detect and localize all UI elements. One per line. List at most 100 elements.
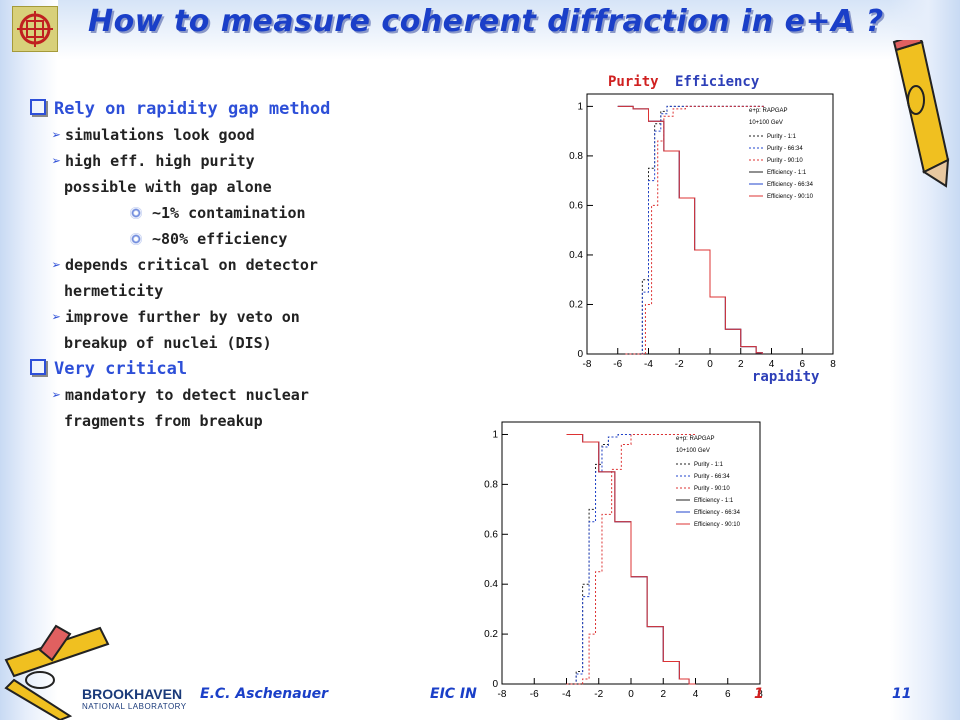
- legend-entry: Purity - 90:10: [767, 158, 803, 164]
- x-tick-label: 6: [799, 359, 805, 370]
- x-tick-label: -8: [498, 689, 507, 700]
- y-tick-label: 0: [492, 679, 498, 690]
- legend-title: 10+100 GeV: [676, 448, 710, 454]
- y-tick-label: 0.8: [569, 151, 583, 162]
- x-tick-label: -4: [644, 359, 653, 370]
- bullet-text: high eff. high purity: [65, 152, 255, 170]
- pencils-icon: [4, 624, 110, 720]
- arrow-bullet-icon: ➢: [52, 152, 62, 170]
- bullet-item: ~80% efficiency: [30, 226, 430, 252]
- bullet-continuation: possible with gap alone: [64, 178, 272, 196]
- logo-icon: [12, 6, 58, 52]
- x-tick-label: 8: [757, 689, 763, 700]
- slide-title: How to measure coherent diffraction in e…: [88, 4, 884, 39]
- x-tick-label: -6: [530, 689, 539, 700]
- legend-entry: Purity - 1:1: [767, 134, 797, 140]
- series-line: [566, 433, 696, 685]
- bullet-continuation: breakup of nuclei (DIS): [64, 334, 272, 352]
- x-tick-label: 6: [725, 689, 731, 700]
- bullet-text: mandatory to detect nuclear: [65, 386, 309, 404]
- chart-bottom: -8 -6 -4 -2 0 2 4 6 8 0 0.2 0.4 0.6 0.8 1 e+p: RAPGAP 10…: [484, 421, 763, 700]
- bullet-text: ~80% efficiency: [152, 230, 288, 248]
- bullet-item: ➢ improve further by veto on: [30, 304, 430, 330]
- x-tick-label: 0: [707, 359, 713, 370]
- slide-header-background: [0, 0, 960, 60]
- series-line: [617, 105, 763, 354]
- arrow-bullet-icon: ➢: [52, 386, 62, 404]
- bullet-item: Very critical: [30, 356, 430, 382]
- footer-fragment: 1: [754, 686, 764, 702]
- legend-entry: Efficiency - 1:1: [767, 170, 807, 176]
- legend-entry: Efficiency - 90:10: [767, 194, 814, 200]
- x-tick-label: -6: [613, 359, 622, 370]
- legend-title: 10+100 GeV: [749, 120, 783, 126]
- bullet-item: ➢ mandatory to detect nuclear: [30, 382, 430, 408]
- y-tick-label: 0.2: [569, 299, 583, 310]
- y-tick-label: 1: [492, 429, 498, 440]
- y-tick-label: 0.8: [484, 479, 498, 490]
- legend-entry: Purity - 66:34: [767, 146, 803, 152]
- checkbox-bullet-icon: [30, 359, 46, 375]
- legend-entry: Efficiency - 90:10: [694, 522, 741, 528]
- bullet-text: simulations look good: [65, 126, 255, 144]
- arrow-bullet-icon: ➢: [52, 126, 62, 144]
- x-tick-label: -8: [583, 359, 592, 370]
- bullet-item: Rely on rapidity gap method: [30, 96, 430, 122]
- legend-entry: Efficiency - 66:34: [767, 182, 814, 188]
- footer-conference: EIC IN: [430, 686, 477, 702]
- y-tick-label: 0.2: [484, 629, 498, 640]
- bullet-text: ~1% contamination: [152, 204, 306, 222]
- x-tick-label: -2: [675, 359, 684, 370]
- bullet-text: depends critical on detector: [65, 256, 318, 274]
- bullet-text: Very critical: [54, 359, 188, 379]
- chart-top: -8 -6 -4 -2 0 2 4 6 8 0 0.2 0.4 0.6 0.8 1 e+p: RAPGAP 10…: [569, 93, 836, 370]
- legend-entry: Purity - 1:1: [694, 462, 724, 468]
- lab-logo-text: BROOKHAVEN: [82, 686, 183, 702]
- x-tick-label: -4: [562, 689, 571, 700]
- arrow-bullet-icon: ➢: [52, 256, 62, 274]
- y-tick-label: 0: [577, 349, 583, 360]
- legend-title: e+p: RAPGAP: [749, 108, 788, 114]
- plot-frame: [586, 93, 834, 355]
- x-tick-label: 0: [628, 689, 634, 700]
- swirl-bullet-icon: [130, 207, 142, 219]
- x-tick-label: 2: [660, 689, 666, 700]
- x-tick-label: 4: [769, 359, 775, 370]
- series-line: [566, 433, 696, 685]
- bullet-item: ➢ depends critical on detector: [30, 252, 430, 278]
- x-tick-label: -2: [594, 689, 603, 700]
- swirl-bullet-icon: [130, 233, 142, 245]
- bullet-item: ~1% contamination: [30, 200, 430, 226]
- bullet-item: ➢ simulations look good: [30, 122, 430, 148]
- purity-label: Purity: [608, 74, 659, 90]
- arrow-bullet-icon: ➢: [52, 308, 62, 326]
- page-number: 11: [892, 686, 912, 702]
- bullet-continuation: fragments from breakup: [64, 412, 263, 430]
- checkbox-bullet-icon: [30, 99, 46, 115]
- bullet-list: Rely on rapidity gap method ➢ simulations…: [30, 96, 430, 434]
- legend-entry: Purity - 66:34: [694, 474, 730, 480]
- y-tick-label: 1: [577, 101, 583, 112]
- rapidity-label: rapidity: [752, 369, 820, 385]
- efficiency-label: Efficiency: [675, 74, 760, 90]
- bullet-text: improve further by veto on: [65, 308, 300, 326]
- legend-entry: Purity - 90:10: [694, 486, 730, 492]
- y-tick-label: 0.4: [484, 579, 498, 590]
- y-tick-label: 0.6: [569, 200, 583, 211]
- legend-title: e+p: RAPGAP: [676, 436, 715, 442]
- bullet-item: ➢ high eff. high purity: [30, 148, 430, 174]
- x-tick-label: 2: [738, 359, 744, 370]
- legend-entry: Efficiency - 1:1: [694, 498, 734, 504]
- x-tick-label: 8: [830, 359, 836, 370]
- footer-author: E.C. Aschenauer: [200, 686, 329, 702]
- legend-entry: Efficiency - 66:34: [694, 510, 741, 516]
- y-tick-label: 0.6: [484, 529, 498, 540]
- bullet-continuation: hermeticity: [64, 282, 164, 300]
- lab-logo-subtext: NATIONAL LABORATORY: [82, 702, 187, 711]
- series-line: [566, 433, 696, 685]
- series-line: [625, 105, 764, 355]
- y-tick-label: 0.4: [569, 250, 583, 261]
- pencil-icon: [892, 40, 950, 188]
- slide-left-background: [0, 0, 58, 720]
- x-tick-label: 4: [693, 689, 699, 700]
